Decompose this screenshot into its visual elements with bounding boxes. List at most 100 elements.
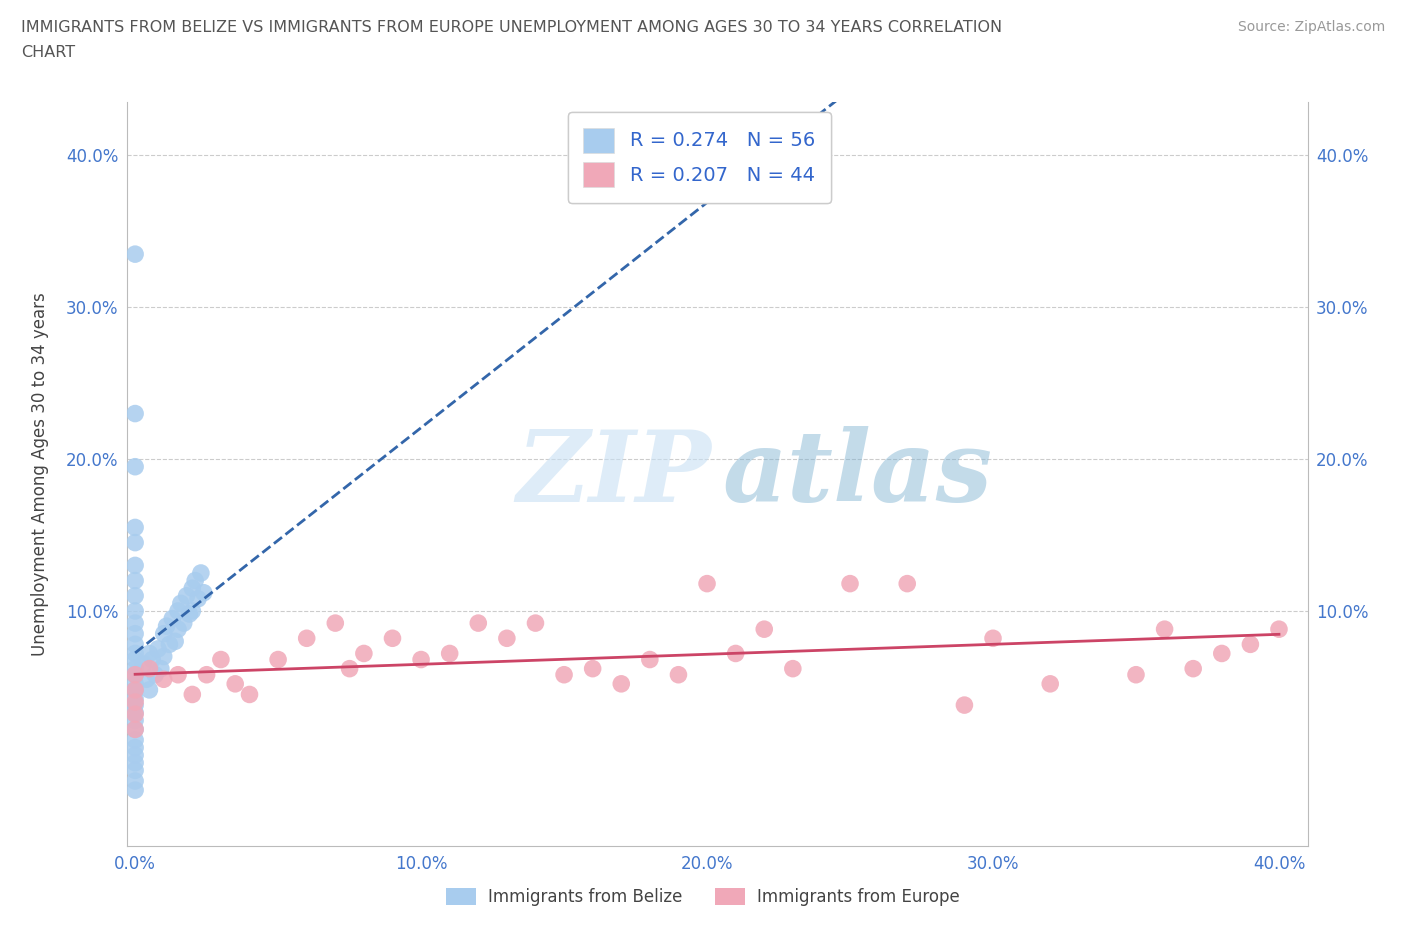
- Text: atlas: atlas: [723, 426, 993, 523]
- Point: [138, 661, 160, 676]
- Point: [143, 668, 166, 683]
- Point: [467, 616, 489, 631]
- Point: [193, 585, 215, 600]
- Point: [1239, 637, 1261, 652]
- Point: [124, 676, 146, 691]
- Point: [181, 687, 204, 702]
- Point: [953, 698, 976, 712]
- Text: Source: ZipAtlas.com: Source: ZipAtlas.com: [1237, 20, 1385, 34]
- Point: [124, 705, 146, 720]
- Point: [1039, 676, 1062, 691]
- Point: [381, 631, 404, 645]
- Point: [124, 740, 146, 755]
- Point: [124, 683, 146, 698]
- Point: [553, 668, 575, 683]
- Point: [124, 589, 146, 604]
- Point: [124, 646, 146, 661]
- Point: [124, 707, 146, 722]
- Point: [1182, 661, 1205, 676]
- Point: [439, 646, 461, 661]
- Point: [124, 695, 146, 710]
- Text: IMMIGRANTS FROM BELIZE VS IMMIGRANTS FROM EUROPE UNEMPLOYMENT AMONG AGES 30 TO 3: IMMIGRANTS FROM BELIZE VS IMMIGRANTS FRO…: [21, 20, 1002, 35]
- Point: [135, 671, 157, 686]
- Point: [124, 748, 146, 763]
- Point: [124, 774, 146, 789]
- Legend: Immigrants from Belize, Immigrants from Europe: Immigrants from Belize, Immigrants from …: [440, 881, 966, 912]
- Point: [170, 596, 193, 611]
- Point: [696, 577, 718, 591]
- Point: [162, 611, 184, 626]
- Point: [124, 616, 146, 631]
- Point: [165, 634, 187, 649]
- Point: [141, 652, 163, 667]
- Point: [152, 626, 174, 641]
- Point: [124, 733, 146, 748]
- Point: [124, 604, 146, 618]
- Point: [124, 698, 146, 712]
- Point: [668, 668, 690, 683]
- Point: [181, 580, 204, 595]
- Point: [782, 661, 804, 676]
- Point: [152, 649, 174, 664]
- Point: [124, 668, 146, 683]
- Point: [238, 687, 260, 702]
- Text: CHART: CHART: [21, 45, 75, 60]
- Point: [224, 676, 246, 691]
- Point: [409, 652, 432, 667]
- Y-axis label: Unemployment Among Ages 30 to 34 years: Unemployment Among Ages 30 to 34 years: [31, 292, 49, 657]
- Point: [124, 406, 146, 421]
- Point: [582, 661, 605, 676]
- Point: [124, 520, 146, 535]
- Point: [124, 535, 146, 550]
- Point: [124, 683, 146, 698]
- Point: [323, 616, 346, 631]
- Point: [524, 616, 547, 631]
- Point: [124, 246, 146, 261]
- Point: [1153, 622, 1175, 637]
- Point: [124, 755, 146, 770]
- Point: [1125, 668, 1147, 683]
- Point: [896, 577, 918, 591]
- Point: [190, 565, 212, 580]
- Point: [132, 657, 155, 671]
- Legend: R = 0.274   N = 56, R = 0.207   N = 44: R = 0.274 N = 56, R = 0.207 N = 44: [568, 112, 831, 203]
- Point: [496, 631, 519, 645]
- Point: [638, 652, 661, 667]
- Point: [124, 573, 146, 588]
- Point: [124, 712, 146, 727]
- Point: [152, 671, 174, 686]
- Point: [167, 668, 190, 683]
- Point: [124, 459, 146, 474]
- Point: [339, 661, 361, 676]
- Point: [981, 631, 1004, 645]
- Point: [159, 637, 181, 652]
- Point: [124, 722, 146, 737]
- Point: [184, 573, 207, 588]
- Point: [149, 661, 172, 676]
- Point: [754, 622, 776, 637]
- Point: [181, 604, 204, 618]
- Point: [353, 646, 375, 661]
- Point: [167, 622, 190, 637]
- Point: [124, 661, 146, 676]
- Point: [610, 676, 633, 691]
- Point: [267, 652, 290, 667]
- Point: [187, 591, 209, 606]
- Point: [124, 558, 146, 573]
- Point: [138, 683, 160, 698]
- Point: [146, 642, 169, 657]
- Point: [124, 668, 146, 683]
- Point: [1268, 622, 1291, 637]
- Point: [155, 618, 177, 633]
- Point: [1211, 646, 1233, 661]
- Point: [724, 646, 747, 661]
- Point: [209, 652, 232, 667]
- Point: [124, 692, 146, 707]
- Point: [167, 604, 190, 618]
- Point: [124, 652, 146, 667]
- Point: [295, 631, 318, 645]
- Point: [124, 722, 146, 737]
- Point: [124, 626, 146, 641]
- Point: [124, 637, 146, 652]
- Point: [176, 589, 198, 604]
